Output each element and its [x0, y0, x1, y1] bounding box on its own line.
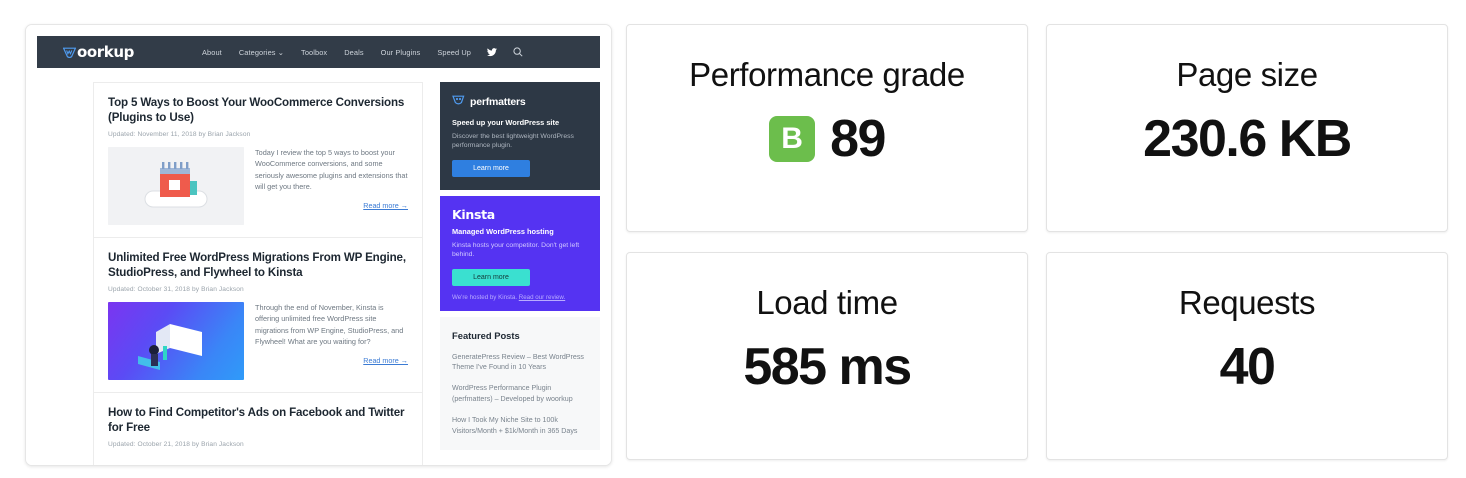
- metric-card-requests: Requests 40: [1046, 252, 1448, 460]
- read-more-link[interactable]: Read more →: [363, 200, 408, 210]
- perfmatters-headline: Speed up your WordPress site: [452, 118, 560, 127]
- post-excerpt: Today I review the top 5 ways to boost y…: [255, 148, 408, 192]
- featured-post-item[interactable]: GeneratePress Review – Best WordPress Th…: [452, 352, 584, 372]
- kinsta-learn-more-button[interactable]: Learn more: [452, 268, 530, 286]
- featured-posts-title: Featured Posts: [452, 329, 520, 341]
- woorkup-shield-icon: [63, 47, 76, 58]
- metric-value-row: 230.6 KB: [1143, 110, 1352, 168]
- post-thumbnail: [108, 147, 244, 225]
- metric-card-load-time: Load time 585 ms: [626, 252, 1028, 460]
- kinsta-brand: Kinsta: [452, 206, 495, 222]
- post-card[interactable]: Unlimited Free WordPress Migrations From…: [93, 237, 423, 392]
- kinsta-widget: Kinsta Managed WordPress hosting Kinsta …: [440, 195, 600, 311]
- perfmatters-brand: perfmatters: [470, 96, 526, 108]
- site-logo-text: oorkup: [77, 43, 134, 61]
- perfmatters-learn-more-button[interactable]: Learn more: [452, 159, 530, 177]
- search-icon[interactable]: [513, 47, 523, 57]
- site-nav-icons: [487, 47, 523, 57]
- metric-value-row: 585 ms: [743, 338, 912, 396]
- featured-post-item[interactable]: WordPress Performance Plugin (perfmatter…: [452, 384, 573, 403]
- post-excerpt: Through the end of November, Kinsta is o…: [255, 303, 404, 347]
- kinsta-text: Kinsta hosts your competitor. Don't get …: [452, 241, 580, 259]
- post-meta: Updated: November 11, 2018 by Brian Jack…: [108, 131, 251, 138]
- metric-value: 585 ms: [743, 338, 912, 396]
- metric-label: Load time: [756, 284, 898, 321]
- perfmatters-text: Discover the best lightweight WordPress …: [452, 133, 574, 150]
- post-title[interactable]: Top 5 Ways to Boost Your WooCommerce Con…: [108, 96, 405, 124]
- kinsta-review-link[interactable]: Read our review.: [518, 293, 566, 301]
- post-title[interactable]: How to Find Competitor's Ads on Facebook…: [108, 406, 405, 434]
- post-card[interactable]: Top 5 Ways to Boost Your WooCommerce Con…: [93, 82, 423, 237]
- metric-value: 40: [1219, 338, 1276, 396]
- read-more-link[interactable]: Read more →: [363, 355, 408, 365]
- site-navbar: oorkup About Categories ⌄ Toolbox Deals …: [37, 36, 600, 68]
- nav-item-categories[interactable]: Categories ⌄: [238, 47, 285, 57]
- site-sidebar: perfmatters Speed up your WordPress site…: [440, 82, 600, 451]
- post-excerpt-wrap: Today I review the top 5 ways to boost y…: [255, 147, 408, 225]
- post-list: Top 5 Ways to Boost Your WooCommerce Con…: [93, 82, 423, 465]
- site-screenshot-card: oorkup About Categories ⌄ Toolbox Deals …: [25, 24, 612, 466]
- metric-value-row: 40: [1219, 338, 1276, 396]
- featured-post-item[interactable]: How I Took My Niche Site to 100k Visitor…: [452, 416, 578, 435]
- site-screenshot: oorkup About Categories ⌄ Toolbox Deals …: [26, 25, 611, 465]
- kinsta-footnote: We're hosted by Kinsta. Read our review.: [452, 294, 588, 301]
- nav-item-about[interactable]: About: [202, 47, 222, 57]
- metric-label: Page size: [1176, 56, 1318, 93]
- performance-grade-badge: B: [769, 116, 816, 162]
- post-meta: Updated: October 21, 2018 by Brian Jacks…: [108, 441, 244, 448]
- kinsta-footnote-text: We're hosted by Kinsta.: [452, 293, 519, 301]
- site-nav-links: About Categories ⌄ Toolbox Deals Our Plu…: [202, 48, 471, 57]
- metric-label: Requests: [1178, 284, 1316, 321]
- nav-item-our-plugins[interactable]: Our Plugins: [380, 47, 421, 57]
- post-excerpt-wrap: Through the end of November, Kinsta is o…: [255, 302, 408, 380]
- kinsta-headline: Managed WordPress hosting: [452, 226, 554, 236]
- chevron-down-icon: ⌄: [277, 47, 285, 57]
- site-logo[interactable]: oorkup: [63, 43, 134, 61]
- twitter-bird-icon[interactable]: [487, 47, 498, 57]
- post-meta: Updated: October 31, 2018 by Brian Jacks…: [108, 286, 244, 293]
- post-thumbnail: [108, 302, 244, 380]
- perfmatters-logo-icon: [452, 93, 465, 111]
- post-title[interactable]: Unlimited Free WordPress Migrations From…: [108, 251, 406, 279]
- featured-posts-widget: Featured Posts GeneratePress Review – Be…: [440, 316, 600, 451]
- perfmatters-widget: perfmatters Speed up your WordPress site…: [440, 82, 600, 190]
- metric-card-performance-grade: Performance grade B 89: [626, 24, 1028, 232]
- metric-card-page-size: Page size 230.6 KB: [1046, 24, 1448, 232]
- metric-label: Performance grade: [689, 56, 965, 93]
- nav-item-deals[interactable]: Deals: [344, 47, 364, 57]
- metric-value: 230.6 KB: [1143, 110, 1352, 168]
- metric-value-row: B 89: [769, 110, 886, 168]
- post-card[interactable]: How to Find Competitor's Ads on Facebook…: [93, 392, 423, 465]
- nav-item-toolbox[interactable]: Toolbox: [301, 47, 328, 57]
- nav-item-speed-up[interactable]: Speed Up: [437, 47, 472, 57]
- metric-value: 89: [830, 110, 886, 168]
